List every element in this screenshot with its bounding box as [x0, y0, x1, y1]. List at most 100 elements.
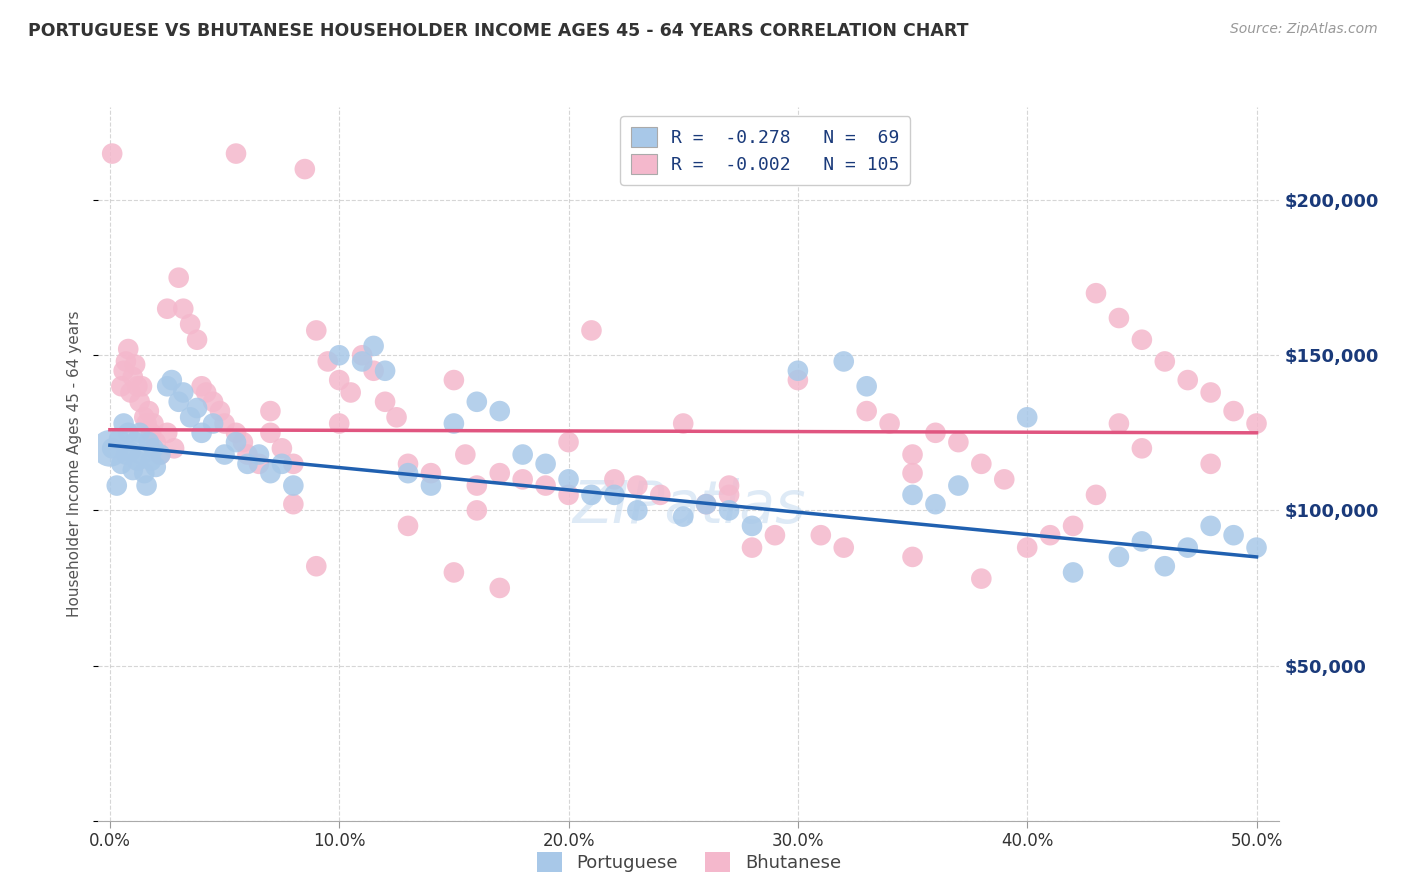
Point [247, 448, 270, 462]
Point [603, 472, 626, 486]
Point [557, 472, 579, 486]
Point [328, 417, 350, 431]
Point [626, 503, 648, 517]
Text: ZIPatlas: ZIPatlas [572, 478, 806, 535]
Point [901, 448, 924, 462]
Point [305, 323, 328, 337]
Point [786, 373, 808, 387]
Point [131, 448, 153, 462]
Point [1108, 311, 1130, 326]
Point [901, 549, 924, 564]
Point [117, 425, 139, 440]
Point [603, 488, 626, 502]
Point [488, 466, 510, 480]
Point [718, 488, 741, 502]
Point [1246, 417, 1268, 431]
Point [121, 370, 143, 384]
Point [101, 146, 124, 161]
Point [1085, 286, 1108, 301]
Point [855, 379, 877, 393]
Point [650, 488, 672, 502]
Point [443, 373, 465, 387]
Point [328, 373, 350, 387]
Point [443, 566, 465, 580]
Point [1039, 528, 1062, 542]
Point [124, 435, 146, 450]
Point [283, 478, 305, 492]
Point [363, 364, 385, 378]
Point [236, 457, 259, 471]
Point [374, 394, 396, 409]
Point [232, 435, 254, 450]
Y-axis label: Householder Income Ages 45 - 64 years: Householder Income Ages 45 - 64 years [67, 310, 83, 617]
Point [970, 457, 993, 471]
Point [924, 425, 946, 440]
Point [465, 503, 488, 517]
Point [741, 519, 763, 533]
Point [1062, 566, 1084, 580]
Point [901, 466, 924, 480]
Point [512, 472, 534, 486]
Point [901, 488, 924, 502]
Point [488, 581, 510, 595]
Point [396, 519, 419, 533]
Point [970, 572, 993, 586]
Point [512, 448, 534, 462]
Point [259, 404, 281, 418]
Point [855, 404, 877, 418]
Point [141, 454, 163, 468]
Point [190, 379, 212, 393]
Point [316, 354, 339, 368]
Point [134, 466, 156, 480]
Point [120, 385, 142, 400]
Point [259, 466, 281, 480]
Point [420, 466, 443, 480]
Point [763, 528, 786, 542]
Point [142, 442, 165, 456]
Point [121, 463, 143, 477]
Point [163, 442, 186, 456]
Point [112, 364, 135, 378]
Point [202, 394, 225, 409]
Point [374, 364, 396, 378]
Point [138, 404, 160, 418]
Point [259, 425, 281, 440]
Point [190, 425, 212, 440]
Point [124, 358, 146, 372]
Point [465, 478, 488, 492]
Point [112, 417, 135, 431]
Point [581, 488, 603, 502]
Point [718, 503, 741, 517]
Point [488, 404, 510, 418]
Point [832, 354, 855, 368]
Point [1130, 442, 1153, 456]
Point [1177, 373, 1199, 387]
Text: PORTUGUESE VS BHUTANESE HOUSEHOLDER INCOME AGES 45 - 64 YEARS CORRELATION CHART: PORTUGUESE VS BHUTANESE HOUSEHOLDER INCO… [28, 22, 969, 40]
Point [127, 454, 149, 468]
Point [1199, 385, 1222, 400]
Point [1108, 549, 1130, 564]
Point [135, 417, 157, 431]
Point [172, 385, 194, 400]
Point [1153, 559, 1175, 574]
Point [160, 373, 183, 387]
Point [581, 323, 603, 337]
Point [98, 442, 121, 456]
Point [283, 457, 305, 471]
Point [396, 457, 419, 471]
Legend: Portuguese, Bhutanese: Portuguese, Bhutanese [526, 841, 852, 883]
Point [115, 448, 138, 462]
Point [134, 410, 156, 425]
Point [127, 379, 149, 393]
Text: Source: ZipAtlas.com: Source: ZipAtlas.com [1230, 22, 1378, 37]
Point [225, 435, 247, 450]
Point [110, 379, 132, 393]
Point [672, 417, 695, 431]
Point [948, 478, 970, 492]
Point [1199, 519, 1222, 533]
Point [443, 417, 465, 431]
Point [786, 364, 808, 378]
Point [1062, 519, 1084, 533]
Point [110, 457, 132, 471]
Point [138, 435, 160, 450]
